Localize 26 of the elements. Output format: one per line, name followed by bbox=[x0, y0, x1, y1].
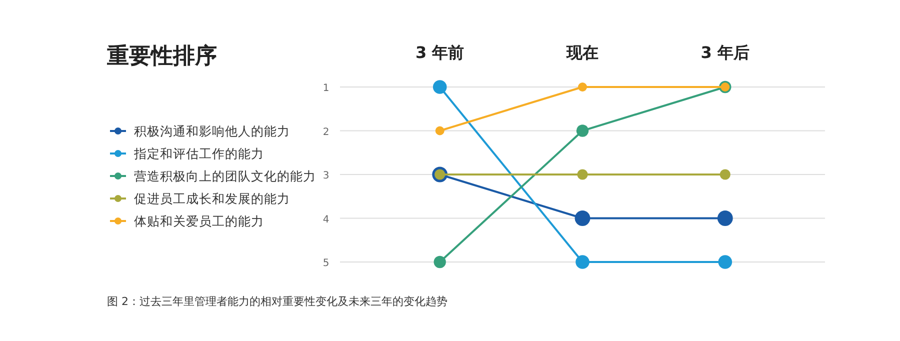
point bbox=[434, 256, 446, 268]
point bbox=[578, 82, 587, 92]
caption: 图 2：过去三年里管理者能力的相对重要性变化及未来三年的变化趋势 bbox=[107, 295, 448, 308]
legend-label: 指定和评估工作的能力 bbox=[133, 146, 264, 161]
y-tick-label: 1 bbox=[322, 83, 330, 94]
point bbox=[720, 169, 730, 180]
point bbox=[717, 210, 733, 226]
y-tick-label: 3 bbox=[322, 170, 330, 182]
x-tick-label: 现在 bbox=[566, 43, 598, 62]
point bbox=[432, 80, 447, 94]
x-tick-label: 3 年后 bbox=[700, 43, 750, 62]
legend-label: 积极沟通和影响他人的能力 bbox=[134, 124, 290, 138]
point bbox=[435, 126, 444, 136]
y-tick-label: 5 bbox=[322, 258, 330, 269]
point bbox=[576, 255, 590, 269]
legend-label: 营造积极向上的团队文化的能力 bbox=[134, 168, 316, 184]
text: 重要性排序 bbox=[106, 43, 217, 69]
point bbox=[718, 255, 732, 269]
legend-label: 体贴和关爱员工的能力 bbox=[134, 214, 264, 228]
point bbox=[576, 124, 589, 137]
point bbox=[574, 210, 590, 226]
point bbox=[577, 169, 588, 180]
y-tick-label: 4 bbox=[322, 214, 330, 226]
y-tick-label: 2 bbox=[322, 126, 330, 138]
legend-label: 促进员工成长和发展的能力 bbox=[134, 191, 290, 206]
x-tick-label: 3 年前 bbox=[416, 43, 464, 62]
